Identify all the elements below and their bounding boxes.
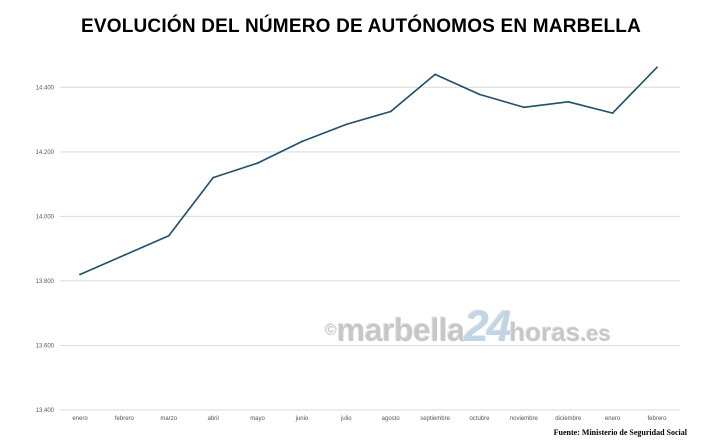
data-point [301, 140, 303, 143]
data-point [389, 110, 392, 113]
x-axis-tick-labels: enero febrero marzo abril mayo junio julio agos… [72, 416, 667, 422]
watermark-part4: .es [580, 321, 611, 346]
series [79, 66, 658, 276]
x-tick-label: abril [207, 416, 218, 422]
data-point [256, 162, 259, 165]
watermark-copyright: © [325, 322, 337, 339]
y-tick-label: 14.000 [36, 214, 55, 220]
data-point [123, 254, 126, 256]
y-tick-label: 14.400 [36, 85, 55, 91]
x-tick-label: noviembre [510, 416, 539, 422]
y-tick-label: 13.600 [36, 343, 55, 349]
y-tick-label: 14.200 [36, 150, 55, 156]
y-axis-tick-labels: 13.400 13.600 13.800 14.000 14.200 14.400 [36, 85, 55, 414]
data-point [522, 106, 525, 109]
x-tick-label: marzo [160, 416, 177, 422]
x-tick-label: enero [605, 416, 621, 422]
data-point [434, 73, 436, 76]
data-point [656, 66, 658, 69]
x-tick-label: agosto [382, 416, 401, 422]
series-line [79, 66, 658, 276]
gridlines [60, 86, 680, 411]
chart-title: EVOLUCIÓN DEL NÚMERO DE AUTÓNOMOS EN MAR… [80, 16, 641, 37]
x-tick-label: mayo [250, 416, 265, 422]
x-tick-label: septiembre [420, 416, 450, 422]
watermark-part1: marbella [336, 312, 465, 348]
x-tick-label: febrero [115, 416, 135, 422]
y-tick-label: 13.800 [36, 279, 55, 285]
data-point [611, 112, 614, 114]
watermark-part2: 24 [464, 302, 511, 351]
source-note: Fuente: Ministerio de Seguridad Social [553, 428, 687, 437]
data-point [478, 93, 481, 96]
data-point [79, 273, 81, 276]
watermark-part3: horas [509, 317, 581, 347]
x-tick-label: enero [72, 416, 88, 422]
x-tick-label: julio [340, 416, 352, 422]
data-point [345, 123, 348, 126]
x-tick-label: febrero [647, 416, 667, 422]
x-tick-label: diciembre [555, 416, 582, 422]
data-point [167, 234, 170, 237]
watermark-logo: ©marbella24horas.es [325, 302, 611, 352]
x-tick-label: octubre [469, 416, 490, 422]
y-tick-label: 13.400 [36, 408, 55, 414]
x-tick-label: junio [295, 416, 309, 422]
data-point [212, 176, 215, 179]
data-point [567, 100, 570, 103]
